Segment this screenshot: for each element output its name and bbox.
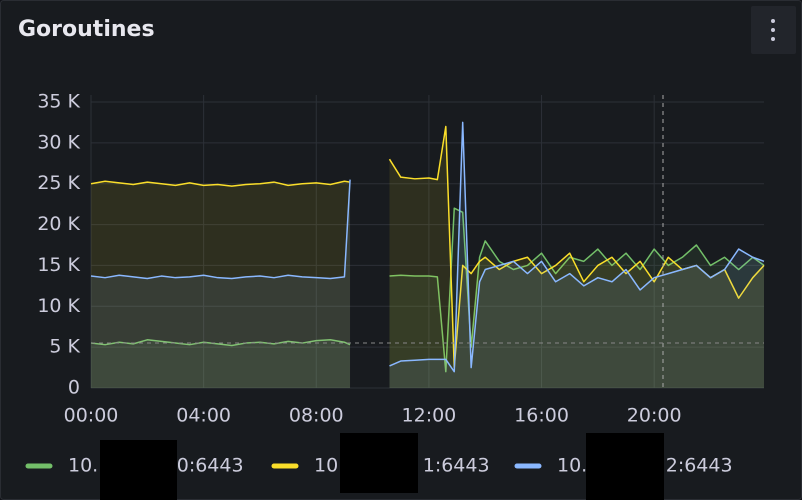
x-tick-label: 08:00 bbox=[289, 405, 344, 427]
x-tick-label: 16:00 bbox=[514, 405, 569, 427]
y-tick-label: 30 K bbox=[37, 131, 80, 153]
panel-title: Goroutines bbox=[18, 17, 155, 42]
redaction bbox=[586, 433, 664, 500]
series-area bbox=[91, 122, 764, 388]
panel-menu[interactable] bbox=[751, 6, 796, 54]
y-tick-label: 20 K bbox=[37, 213, 80, 235]
series-line bbox=[90, 207, 765, 373]
redaction bbox=[100, 440, 177, 500]
x-tick-label: 20:00 bbox=[627, 405, 682, 427]
y-tick-label: 0 bbox=[68, 377, 80, 399]
y-tick-label: 15 K bbox=[37, 254, 80, 276]
series-area bbox=[91, 126, 764, 388]
series-line bbox=[90, 121, 765, 373]
redaction bbox=[340, 433, 418, 493]
x-tick-label: 00:00 bbox=[64, 405, 119, 427]
y-tick-label: 5 K bbox=[49, 336, 80, 358]
x-tick-label: 12:00 bbox=[402, 405, 457, 427]
y-tick-label: 25 K bbox=[37, 172, 80, 194]
x-tick-label: 04:00 bbox=[176, 405, 231, 427]
y-tick-label: 35 K bbox=[37, 91, 80, 113]
y-tick-label: 10 K bbox=[37, 295, 80, 317]
